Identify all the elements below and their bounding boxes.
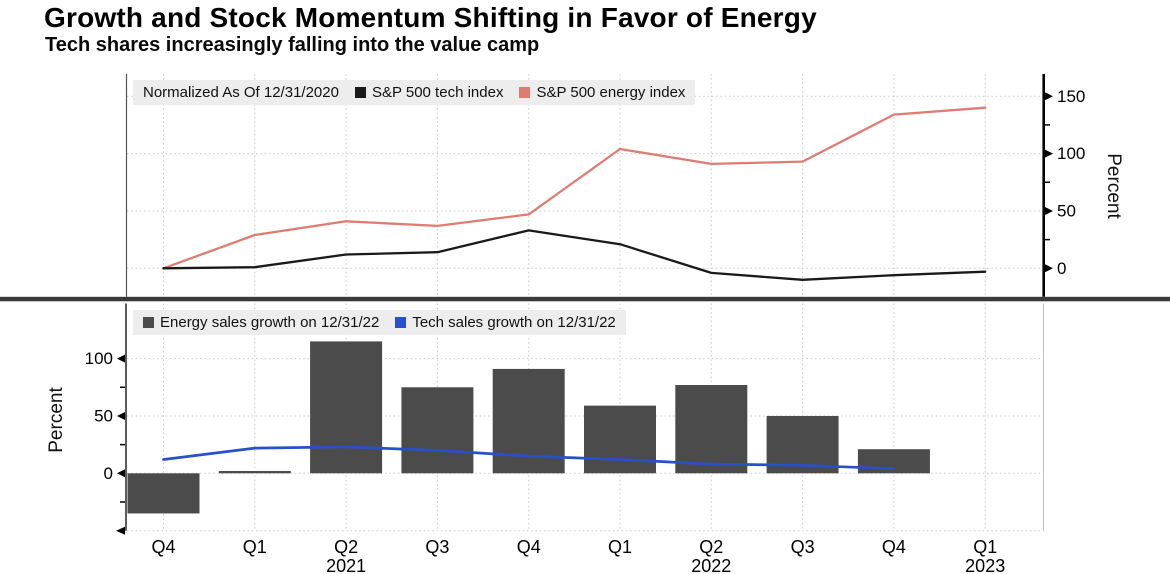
left-axis-tick-label: 0 [104, 464, 113, 483]
energy-index-label: S&P 500 energy index [536, 84, 686, 101]
right-axis-tick [1045, 149, 1053, 158]
legend-item-tech-index: S&P 500 tech index [354, 84, 504, 101]
top-panel-legend: Normalized As Of 12/31/2020 S&P 500 tech… [133, 80, 696, 105]
right-axis-tick-label: 50 [1057, 201, 1076, 220]
right-axis-title: Percent [1103, 153, 1124, 219]
energy-sales-bar [584, 405, 656, 474]
x-axis-year-label: 2021 [326, 556, 366, 574]
left-axis-tick [117, 354, 125, 363]
left-axis-tick-label: 50 [94, 406, 113, 425]
energy-index-swatch [519, 87, 531, 98]
bottom-panel-legend: Energy sales growth on 12/31/22 Tech sal… [133, 310, 626, 335]
x-axis-quarter-label: Q3 [791, 537, 815, 557]
left-axis-tick-label: 100 [85, 349, 113, 368]
right-axis-tick-label: 100 [1057, 144, 1085, 163]
x-axis-quarter-label: Q4 [517, 537, 541, 557]
tech-sales-line [162, 445, 896, 471]
page-subtitle: Tech shares increasingly falling into th… [45, 34, 540, 56]
energy-sales-bar [675, 384, 748, 474]
energy-sales-label: Energy sales growth on 12/31/22 [160, 314, 380, 331]
left-axis-title: Percent [46, 387, 67, 453]
right-axis-tick-label: 0 [1057, 259, 1066, 278]
left-axis-tick [117, 411, 125, 420]
tech-sales-swatch [395, 317, 407, 328]
tech-index-swatch [354, 87, 366, 98]
x-axis-quarter-label: Q4 [151, 537, 175, 557]
panel-separator [0, 296, 1170, 302]
energy-sales-bar [401, 387, 474, 474]
legend-item-tech-sales: Tech sales growth on 12/31/22 [395, 314, 616, 331]
page-title: Growth and Stock Momentum Shifting in Fa… [44, 2, 817, 33]
x-axis-quarter-label: Q1 [608, 537, 632, 557]
tech-index-line [162, 229, 987, 281]
energy-sales-swatch [143, 317, 154, 328]
x-axis-year-label: 2023 [965, 556, 1005, 574]
left-axis-corner-tick [116, 526, 125, 535]
x-axis-quarter-label: Q2 [334, 537, 358, 557]
x-axis-year-label: 2022 [691, 556, 731, 574]
x-axis-quarter-label: Q1 [243, 537, 267, 557]
right-axis-tick [1045, 206, 1053, 215]
tech-index-label: S&P 500 tech index [371, 84, 504, 101]
energy-sales-bar [310, 341, 383, 474]
legend-item-energy-sales: Energy sales growth on 12/31/22 [143, 314, 379, 331]
energy-index-line [162, 106, 987, 270]
x-axis-quarter-label: Q2 [699, 537, 723, 557]
x-axis-quarter-label: Q3 [425, 537, 449, 557]
legend-item-energy-index: S&P 500 energy index [519, 84, 685, 101]
x-axis-quarter-label: Q1 [973, 537, 997, 557]
x-axis-quarter-label: Q4 [882, 537, 906, 557]
right-axis-tick [1045, 264, 1053, 273]
left-axis-tick [117, 469, 125, 478]
energy-sales-bar [218, 471, 291, 474]
tech-sales-label: Tech sales growth on 12/31/22 [412, 314, 616, 331]
legend-note: Normalized As Of 12/31/2020 [143, 84, 339, 101]
right-axis-tick-label: 150 [1057, 87, 1085, 106]
right-axis-tick [1045, 92, 1053, 101]
energy-sales-bar [127, 473, 200, 514]
